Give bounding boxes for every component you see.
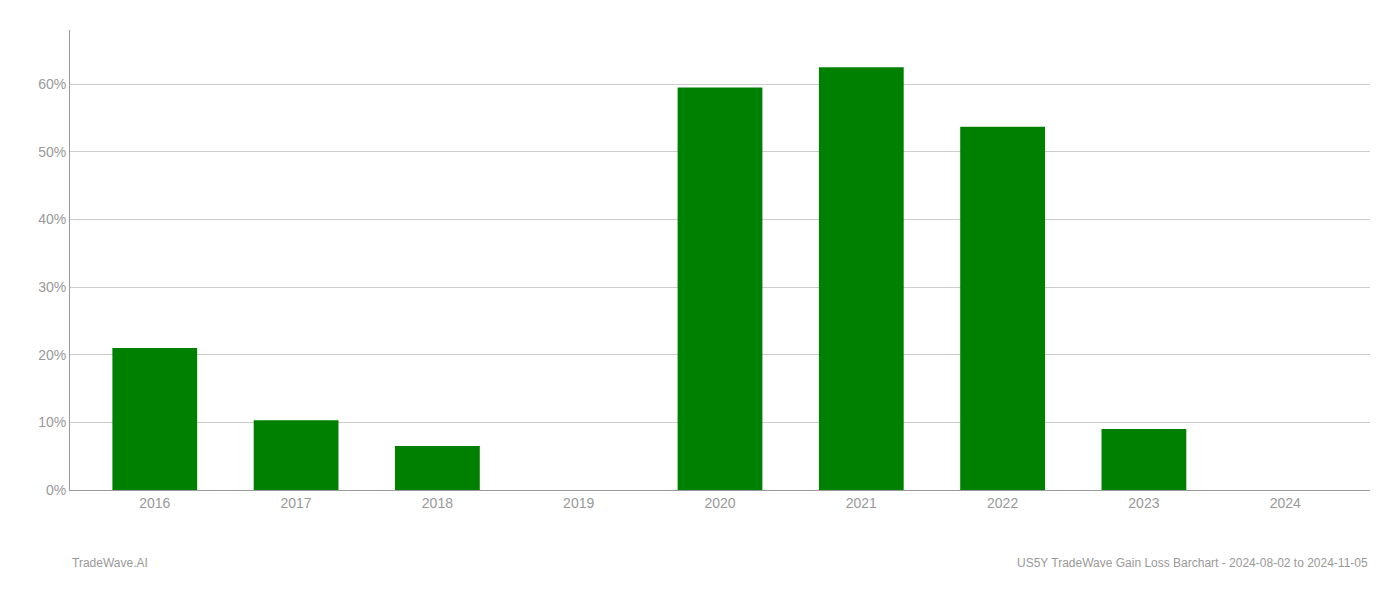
svg-text:30%: 30% [38, 279, 66, 295]
svg-text:2024: 2024 [1270, 495, 1301, 511]
svg-text:10%: 10% [38, 414, 66, 430]
svg-text:2018: 2018 [422, 495, 453, 511]
svg-text:2016: 2016 [139, 495, 170, 511]
svg-text:40%: 40% [38, 211, 66, 227]
svg-text:50%: 50% [38, 144, 66, 160]
svg-text:2021: 2021 [846, 495, 877, 511]
svg-text:0%: 0% [46, 482, 66, 498]
svg-text:20%: 20% [38, 347, 66, 363]
svg-text:TradeWave.AI: TradeWave.AI [72, 556, 148, 570]
svg-text:2023: 2023 [1128, 495, 1159, 511]
svg-text:2017: 2017 [281, 495, 312, 511]
svg-text:2019: 2019 [563, 495, 594, 511]
svg-text:2020: 2020 [704, 495, 735, 511]
svg-text:60%: 60% [38, 76, 66, 92]
svg-text:2022: 2022 [987, 495, 1018, 511]
svg-text:US5Y TradeWave Gain Loss Barch: US5Y TradeWave Gain Loss Barchart - 2024… [1017, 556, 1368, 570]
